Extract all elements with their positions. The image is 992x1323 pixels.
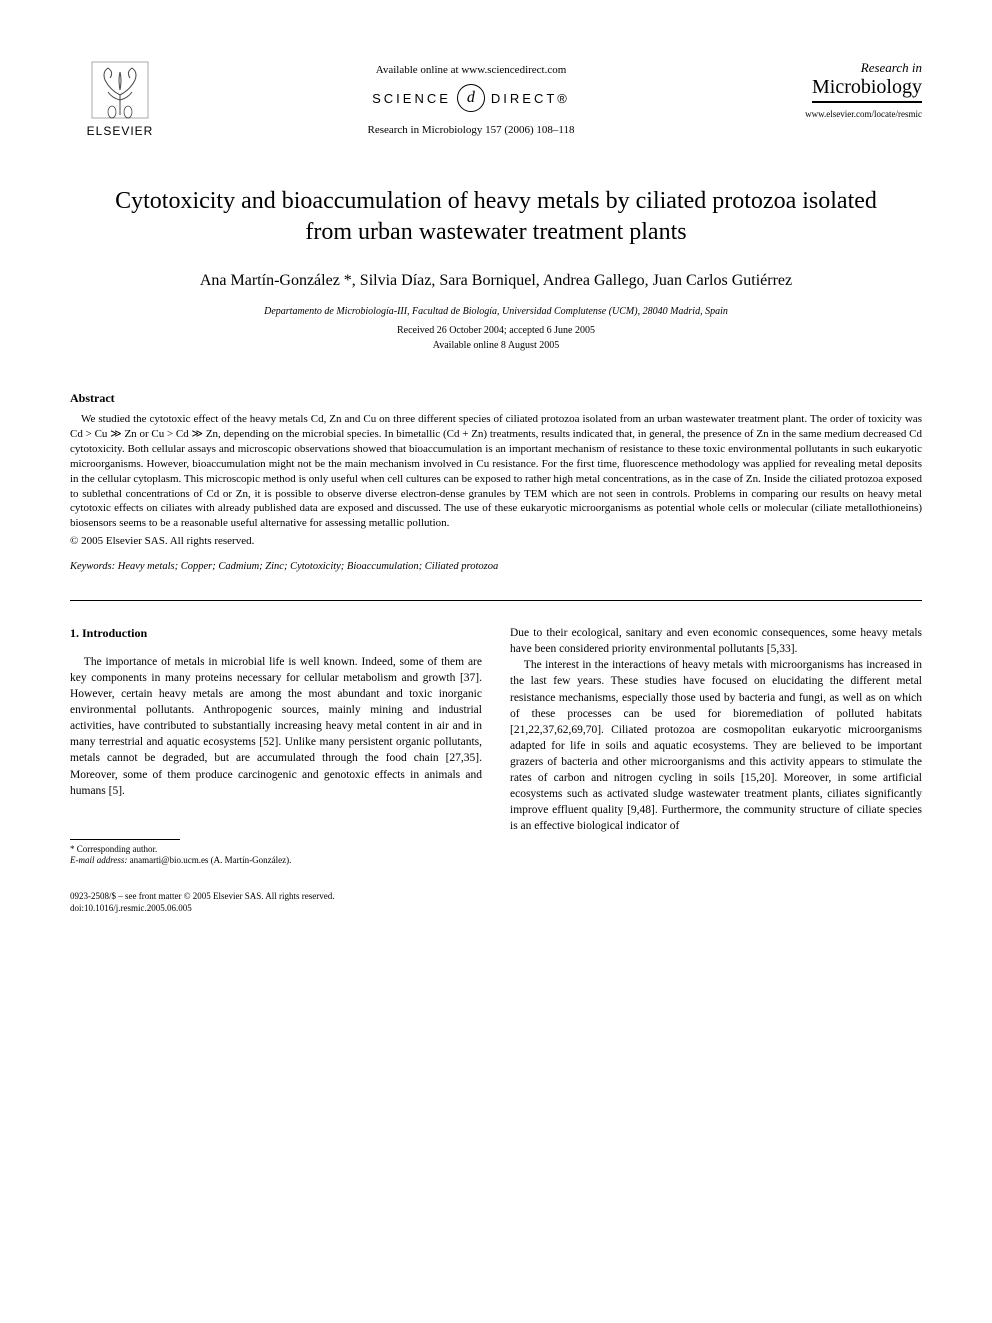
email-line: E-mail address: anamarti@bio.ucm.es (A. … — [70, 855, 482, 867]
publisher-brand: ELSEVIER — [70, 60, 170, 138]
abstract-copyright: © 2005 Elsevier SAS. All rights reserved… — [70, 535, 922, 547]
journal-url: www.elsevier.com/locate/resmic — [772, 109, 922, 119]
abstract-block: Abstract We studied the cytotoxic effect… — [70, 391, 922, 547]
email-value: anamarti@bio.ucm.es (A. Martín-González)… — [127, 855, 291, 865]
right-column: Due to their ecological, sanitary and ev… — [510, 625, 922, 867]
footnote-rule — [70, 839, 180, 840]
abstract-body: We studied the cytotoxic effect of the h… — [70, 412, 922, 531]
left-column: 1. Introduction The importance of metals… — [70, 625, 482, 867]
elsevier-tree-icon — [90, 60, 150, 120]
journal-brand: Research in Microbiology www.elsevier.co… — [772, 60, 922, 119]
available-online-date: Available online 8 August 2005 — [70, 340, 922, 351]
abstract-heading: Abstract — [70, 391, 922, 406]
sd-at-icon: d — [457, 84, 485, 112]
sd-left-text: SCIENCE — [372, 91, 451, 106]
section-divider — [70, 600, 922, 601]
article-title: Cytotoxicity and bioaccumulation of heav… — [90, 186, 902, 248]
available-online-line: Available online at www.sciencedirect.co… — [170, 64, 772, 76]
keywords-label: Keywords: — [70, 561, 115, 572]
affiliation: Departamento de Microbiología-III, Facul… — [70, 306, 922, 317]
sd-right-text: DIRECT® — [491, 91, 570, 106]
right-paragraph-2: The interest in the interactions of heav… — [510, 657, 922, 834]
corresponding-author-note: * Corresponding author. — [70, 844, 482, 856]
center-header: Available online at www.sciencedirect.co… — [170, 60, 772, 136]
intro-paragraph-1: The importance of metals in microbial li… — [70, 654, 482, 799]
header: ELSEVIER Available online at www.science… — [70, 60, 922, 138]
keywords-text: Heavy metals; Copper; Cadmium; Zinc; Cyt… — [115, 561, 498, 572]
right-paragraph-1: Due to their ecological, sanitary and ev… — [510, 625, 922, 657]
authors-line: Ana Martín-González *, Silvia Díaz, Sara… — [70, 272, 922, 290]
footer: 0923-2508/$ – see front matter © 2005 El… — [70, 891, 922, 914]
journal-reference: Research in Microbiology 157 (2006) 108–… — [170, 124, 772, 136]
journal-name-line2: Microbiology — [812, 76, 922, 103]
footer-line-2: doi:10.1016/j.resmic.2005.06.005 — [70, 903, 922, 915]
keywords-line: Keywords: Heavy metals; Copper; Cadmium;… — [70, 561, 922, 572]
journal-name-line1: Research in — [772, 60, 922, 76]
body-columns: 1. Introduction The importance of metals… — [70, 625, 922, 867]
footer-line-1: 0923-2508/$ – see front matter © 2005 El… — [70, 891, 922, 903]
publisher-label: ELSEVIER — [87, 124, 154, 138]
email-label: E-mail address: — [70, 855, 127, 865]
received-accepted-line: Received 26 October 2004; accepted 6 Jun… — [70, 325, 922, 336]
sciencedirect-logo: SCIENCE d DIRECT® — [170, 84, 772, 112]
section-1-heading: 1. Introduction — [70, 625, 482, 642]
